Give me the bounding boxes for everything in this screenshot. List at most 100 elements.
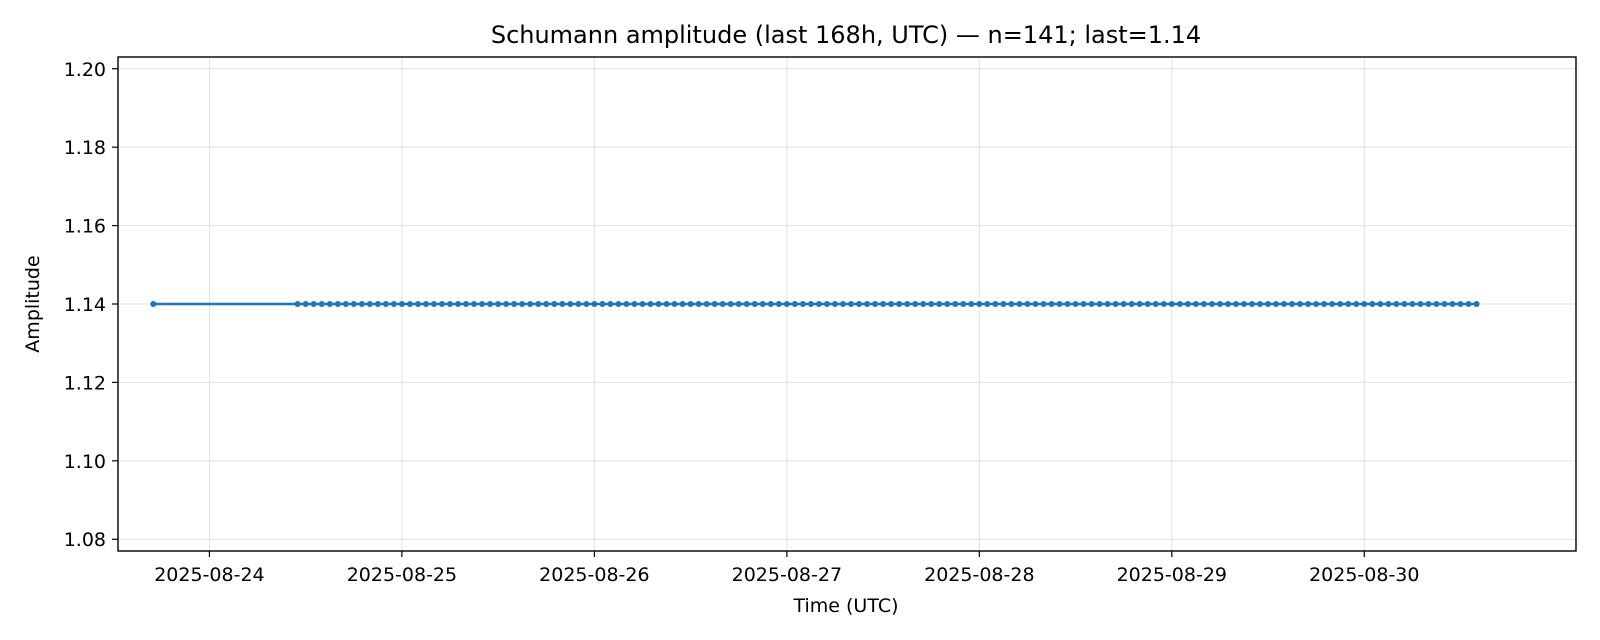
data-point — [1136, 301, 1143, 307]
data-point — [695, 301, 702, 307]
data-point — [1473, 301, 1480, 307]
data-point — [663, 301, 670, 307]
data-point — [880, 301, 887, 307]
data-point — [807, 301, 814, 307]
y-tick-label: 1.10 — [64, 451, 106, 473]
data-point — [366, 301, 373, 307]
data-point — [350, 301, 357, 307]
data-point — [591, 301, 598, 307]
data-point — [1096, 301, 1103, 307]
data-point — [1232, 301, 1239, 307]
data-point — [856, 301, 863, 307]
data-point — [1144, 301, 1151, 307]
data-point — [1417, 301, 1424, 307]
data-point — [1305, 301, 1312, 307]
x-axis: 2025-08-24 2025-08-25 2025-08-26 2025-08-27… — [154, 551, 1419, 586]
data-point — [647, 301, 654, 307]
data-point — [743, 301, 750, 307]
data-point — [511, 301, 518, 307]
data-point — [495, 301, 502, 307]
data-point — [655, 301, 662, 307]
data-point — [1128, 301, 1135, 307]
data-point — [1056, 301, 1063, 307]
data-point — [567, 301, 574, 307]
data-point — [1457, 301, 1464, 307]
data-point — [751, 301, 758, 307]
data-point — [735, 301, 742, 307]
data-point — [968, 301, 975, 307]
data-point — [864, 301, 871, 307]
data-point — [1393, 301, 1400, 307]
data-point — [294, 301, 301, 307]
data-point — [831, 301, 838, 307]
data-point — [543, 301, 550, 307]
data-point — [936, 301, 943, 307]
data-point — [1465, 301, 1472, 307]
data-point — [1048, 301, 1055, 307]
data-point — [839, 301, 846, 307]
data-point — [888, 301, 895, 307]
data-point — [1192, 301, 1199, 307]
x-tick-label: 2025-08-25 — [347, 564, 457, 586]
data-point — [815, 301, 822, 307]
data-point — [559, 301, 566, 307]
x-tick-label: 2025-08-28 — [924, 564, 1034, 586]
data-point — [1257, 301, 1264, 307]
data-point — [1289, 301, 1296, 307]
data-point — [551, 301, 558, 307]
data-point — [928, 301, 935, 307]
data-point — [1080, 301, 1087, 307]
data-point — [759, 301, 766, 307]
data-point — [639, 301, 646, 307]
y-tick-label: 1.14 — [64, 294, 106, 316]
data-point — [791, 301, 798, 307]
data-point — [1072, 301, 1079, 307]
data-point — [719, 301, 726, 307]
data-point — [783, 301, 790, 307]
data-point — [1008, 301, 1015, 307]
data-point — [1377, 301, 1384, 307]
data-point — [1024, 301, 1031, 307]
data-point — [1281, 301, 1288, 307]
data-point — [1337, 301, 1344, 307]
data-point — [334, 301, 341, 307]
data-point — [406, 301, 413, 307]
data-point — [358, 301, 365, 307]
data-point — [422, 301, 429, 307]
data-point — [535, 301, 542, 307]
y-tick-label: 1.08 — [64, 529, 106, 551]
data-point — [583, 301, 590, 307]
y-tick-label: 1.18 — [64, 137, 106, 159]
data-point — [1297, 301, 1304, 307]
data-point — [679, 301, 686, 307]
data-point — [992, 301, 999, 307]
series-layer — [150, 301, 1480, 307]
data-point — [503, 301, 510, 307]
data-point — [976, 301, 983, 307]
data-point — [1200, 301, 1207, 307]
data-point — [318, 301, 325, 307]
data-point — [1345, 301, 1352, 307]
data-point — [671, 301, 678, 307]
data-point — [952, 301, 959, 307]
data-point — [1032, 301, 1039, 307]
data-point — [1449, 301, 1456, 307]
data-point — [430, 301, 437, 307]
data-point — [374, 301, 381, 307]
data-point — [1112, 301, 1119, 307]
data-point — [398, 301, 405, 307]
data-point — [1000, 301, 1007, 307]
data-point — [703, 301, 710, 307]
data-point — [390, 301, 397, 307]
data-point — [1361, 301, 1368, 307]
data-point — [1353, 301, 1360, 307]
data-point — [1425, 301, 1432, 307]
data-point — [1329, 301, 1336, 307]
data-point — [960, 301, 967, 307]
data-point — [615, 301, 622, 307]
data-point — [944, 301, 951, 307]
data-point — [1273, 301, 1280, 307]
data-point — [727, 301, 734, 307]
data-point — [1240, 301, 1247, 307]
